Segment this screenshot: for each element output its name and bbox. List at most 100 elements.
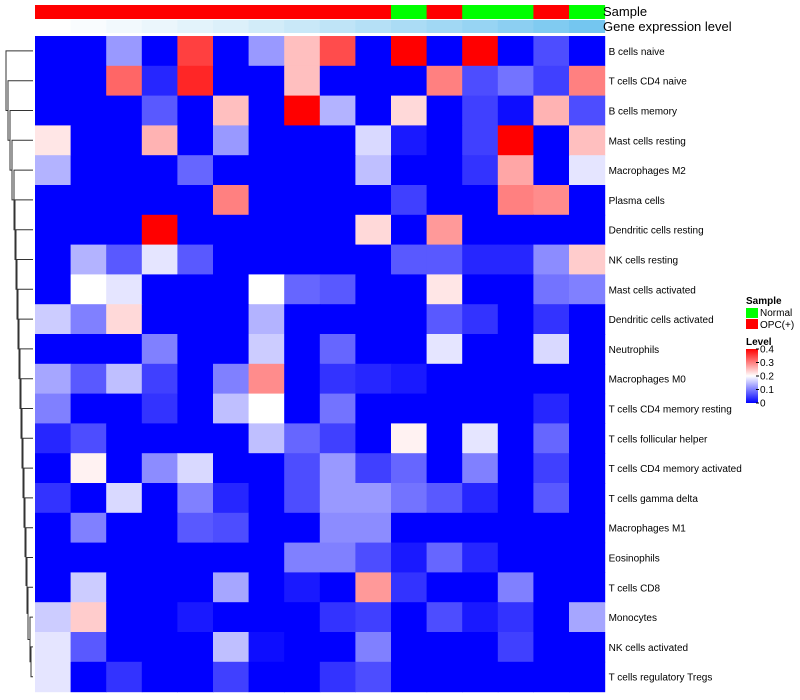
- heatmap-cell: [497, 572, 534, 603]
- heatmap-cell: [284, 95, 321, 126]
- annotation-label-gene-expression: Gene expression level: [603, 19, 732, 34]
- heatmap-cell: [213, 185, 250, 216]
- row-label: Eosinophils: [609, 554, 660, 565]
- heatmap-cell: [533, 334, 570, 365]
- heatmap-cell: [177, 393, 214, 424]
- heatmap-cell: [106, 125, 143, 156]
- heatmap-cell: [426, 572, 463, 603]
- heatmap-cell: [462, 214, 499, 246]
- sample-annotation-cell: [355, 5, 392, 19]
- heatmap-cell: [533, 572, 570, 603]
- heatmap-cell: [533, 483, 570, 514]
- heatmap-cell: [391, 274, 428, 305]
- heatmap-cell: [284, 185, 321, 216]
- heatmap-cell: [319, 363, 356, 395]
- heatmap-cell: [248, 244, 285, 275]
- heatmap-cell: [70, 453, 107, 484]
- heatmap-cell: [462, 95, 499, 126]
- level-tick-label: 0.2: [760, 372, 774, 383]
- heatmap-cell: [284, 572, 321, 603]
- heatmap-cell: [213, 453, 250, 484]
- heatmap-cell: [177, 244, 214, 275]
- heatmap-cell: [106, 36, 143, 67]
- heatmap-cell: [213, 95, 250, 126]
- heatmap-cell: [426, 274, 463, 305]
- heatmap-cell: [533, 214, 570, 246]
- heatmap-cell: [391, 393, 428, 424]
- sample-annotation-cell: [319, 5, 356, 19]
- heatmap-cell: [70, 632, 107, 663]
- heatmap-cell: [319, 602, 356, 633]
- heatmap-cell: [248, 632, 285, 663]
- heatmap-cell: [569, 334, 606, 365]
- heatmap-cell: [70, 155, 107, 186]
- heatmap-cell: [35, 155, 72, 186]
- heatmap-cell: [70, 661, 107, 693]
- expression-annotation-cell: [497, 20, 534, 33]
- sample-annotation-cell: [248, 5, 285, 19]
- heatmap-cell: [248, 304, 285, 335]
- heatmap-cell: [319, 274, 356, 305]
- row-label: T cells follicular helper: [609, 434, 708, 445]
- heatmap-cell: [141, 274, 178, 305]
- heatmap-cell: [213, 125, 250, 156]
- heatmap-cell: [497, 632, 534, 663]
- heatmap-cell: [248, 185, 285, 216]
- legend-opc-swatch: [746, 319, 758, 329]
- heatmap-cell: [70, 65, 107, 97]
- row-label: T cells CD4 memory activated: [609, 464, 742, 475]
- heatmap-cell: [213, 65, 250, 97]
- heatmap-cell: [391, 65, 428, 97]
- heatmap-cell: [70, 602, 107, 633]
- heatmap-cell: [106, 423, 143, 454]
- heatmap-cell: [213, 512, 250, 544]
- heatmap-cell: [284, 423, 321, 454]
- annotation-bars: [35, 5, 606, 33]
- heatmap-cell: [426, 512, 463, 544]
- row-labels: B cells naive T cells CD4 naive B cells me…: [609, 47, 742, 684]
- heatmap-cell: [106, 632, 143, 663]
- heatmap-cell: [248, 602, 285, 633]
- heatmap-cell: [355, 393, 392, 424]
- heatmap-cell: [462, 363, 499, 395]
- heatmap-cell: [497, 244, 534, 275]
- heatmap-cell: [70, 334, 107, 365]
- legend: Sample Normal OPC(+) Level 0.4 0.3 0.2 0.1 0: [746, 296, 794, 410]
- heatmap-cell: [284, 393, 321, 424]
- expression-annotation-cell: [213, 20, 250, 33]
- heatmap-cell: [462, 572, 499, 603]
- heatmap-cell: [177, 125, 214, 156]
- heatmap-cell: [35, 602, 72, 633]
- heatmap-cell: [141, 572, 178, 603]
- sample-annotation-cell: [533, 5, 570, 19]
- heatmap-cell: [106, 453, 143, 484]
- heatmap-cell: [426, 214, 463, 246]
- heatmap-cell: [533, 632, 570, 663]
- heatmap-cell: [141, 304, 178, 335]
- heatmap-cell: [497, 274, 534, 305]
- row-label: Dendritic cells resting: [609, 226, 704, 237]
- heatmap-cell: [355, 244, 392, 275]
- heatmap-cell: [70, 244, 107, 275]
- heatmap-cell: [106, 155, 143, 186]
- heatmap-cell: [177, 185, 214, 216]
- heatmap-cell: [533, 36, 570, 67]
- row-label: Neutrophils: [609, 345, 660, 356]
- heatmap-cell: [177, 36, 214, 67]
- row-label: Plasma cells: [609, 196, 665, 207]
- heatmap-cell: [391, 661, 428, 693]
- row-label: Macrophages M2: [609, 166, 687, 177]
- legend-level-title: Level: [746, 337, 772, 348]
- heatmap-cell: [70, 304, 107, 335]
- heatmap-cell: [569, 661, 606, 693]
- heatmap-cell: [141, 214, 178, 246]
- heatmap-cell: [533, 185, 570, 216]
- heatmap-cell: [391, 95, 428, 126]
- heatmap-cell: [319, 244, 356, 275]
- heatmap-cell: [248, 542, 285, 573]
- heatmap-cell: [35, 483, 72, 514]
- row-label: Dendritic cells activated: [609, 315, 714, 326]
- heatmap-cell: [106, 572, 143, 603]
- heatmap-cell: [284, 274, 321, 305]
- heatmap-cell: [569, 125, 606, 156]
